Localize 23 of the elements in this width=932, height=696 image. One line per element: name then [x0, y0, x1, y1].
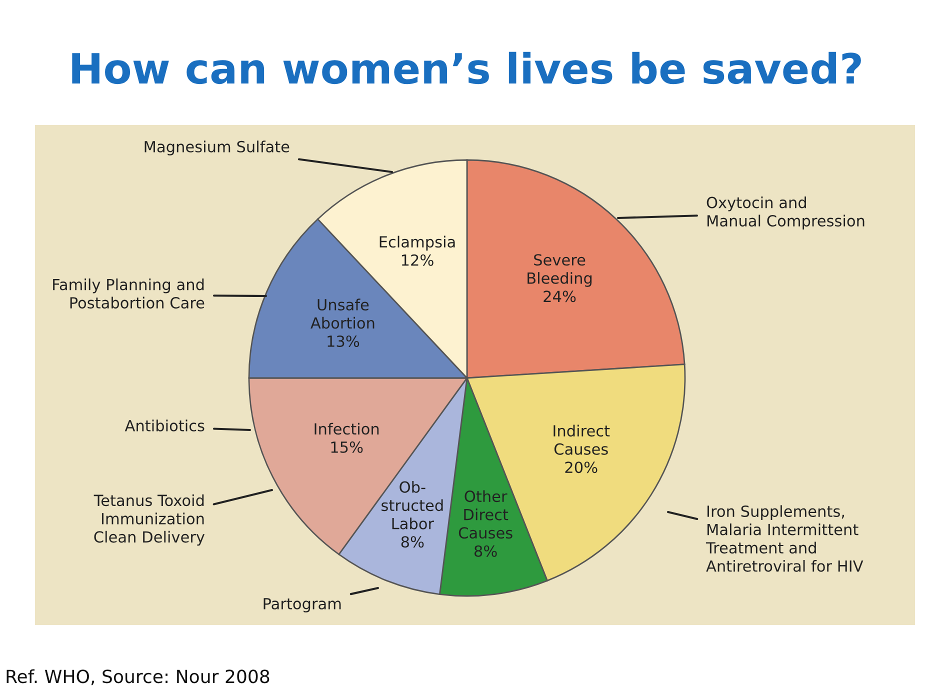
data-label: 15% [331, 441, 363, 453]
text: Oxytocin and Manual Compression [706, 196, 864, 230]
text: Iron Supplements, Malaria Intermittent Treatment and Antiretroviral for HIV [706, 505, 864, 572]
slice-label: Infection [314, 422, 379, 435]
text: Magnesium Sulfate [144, 140, 290, 156]
text: Tetanus Toxoid Immunization Clean Delivery [94, 494, 205, 546]
chart-title: How can women’s lives be saved? [72, 52, 861, 84]
slice-label: Other Direct Causes [458, 490, 512, 539]
text: Partogram [264, 598, 341, 612]
data-label: 24% [544, 290, 576, 302]
slice-label: Eclampsia [380, 236, 455, 251]
data-label: 12% [402, 254, 434, 266]
data-label: 8% [474, 545, 497, 557]
slice-label: Indirect Causes [554, 424, 610, 455]
slice-label: Ob- structed Labor [382, 481, 443, 530]
text: Family Planning and Postabortion Care [53, 278, 204, 309]
data-label: 20% [565, 462, 598, 474]
slice-label: Unsafe Abortion [310, 298, 374, 329]
data-label: 13% [328, 335, 360, 348]
slice-label: Severe Bleeding [528, 254, 592, 287]
data-label: 8% [401, 536, 424, 548]
text: Ref. WHO, Source: Nour 2008 [6, 669, 270, 686]
text: Antibiotics [124, 420, 204, 432]
